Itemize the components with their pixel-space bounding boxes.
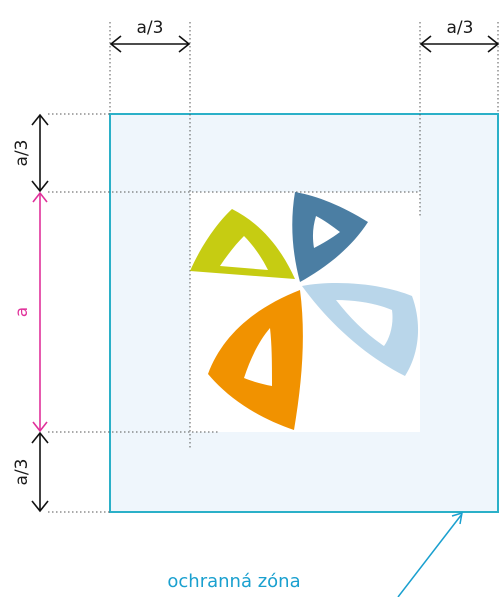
left-top-label: a/3 (12, 140, 32, 167)
left-top-dimension (31, 113, 49, 193)
orange-petal (208, 290, 303, 430)
zone-pointer-arrow (397, 511, 463, 597)
guide-lines (48, 22, 499, 513)
left-bottom-dimension (31, 431, 49, 513)
dark-blue-petal (292, 192, 368, 282)
top-right-label: a/3 (447, 18, 474, 38)
top-left-dimension (109, 35, 191, 53)
left-middle-dimension (32, 191, 48, 433)
top-right-dimension (419, 35, 500, 53)
logo-mark (190, 192, 419, 430)
top-left-label: a/3 (137, 18, 164, 38)
light-blue-petal (302, 283, 419, 376)
yellow-petal (190, 209, 295, 279)
left-bottom-label: a/3 (12, 459, 32, 486)
zone-label: ochranná zóna (167, 571, 300, 592)
left-middle-label: a (12, 307, 32, 317)
